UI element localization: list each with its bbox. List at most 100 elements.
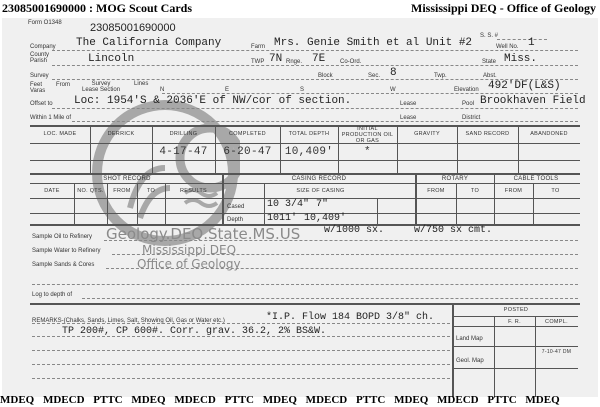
table1-cell: 10,409' xyxy=(284,146,334,158)
county-value: Lincoln xyxy=(88,53,135,65)
remarks-line-2: TP 200#, CP 600#. Corr. grav. 36.2, 2% B… xyxy=(62,326,327,337)
pool-value: Brookhaven Field xyxy=(480,95,586,107)
table1-header: INITIAL PRODUCTION OIL OR GAS xyxy=(341,126,394,144)
sample-oil-label: Sample Oil to Refinery xyxy=(32,234,93,240)
posted-compl: COMPL. xyxy=(545,319,568,325)
shot-record-header: DATE xyxy=(44,188,60,194)
watermark-line-2: Office of Geology xyxy=(137,257,241,271)
county-label-2: Parish xyxy=(30,58,48,64)
cased-size-1: 10 3/4" xyxy=(267,199,310,210)
cable-from: FROM xyxy=(504,188,523,194)
remarks-line-1: *I.P. Flow 184 BOPD 3/8" ch. xyxy=(266,312,435,323)
abst-label: Abst. xyxy=(483,73,497,79)
watermark-line-1: Mississippi DEQ xyxy=(142,243,237,257)
card-number: 23085001690000 xyxy=(90,22,176,34)
cement-value: w/1000 sx. w/750 sx cmt. xyxy=(324,225,493,236)
cased-size-2: 7" xyxy=(316,199,329,210)
twp-label: TWP xyxy=(251,59,265,65)
sec-label: Sec. xyxy=(368,73,381,79)
block-label: Block xyxy=(318,73,333,79)
cased-label: Cased xyxy=(227,204,245,210)
elevation-value: 492'DF(L&S) xyxy=(488,80,561,92)
county-label-1: County xyxy=(30,52,50,58)
casing-depth-2: 10,409' xyxy=(304,213,347,224)
company-value: The California Company xyxy=(76,37,222,49)
table1-header: GRAVITY xyxy=(414,131,440,137)
posted-title: POSTED xyxy=(503,307,529,313)
table1-header: DRILLING xyxy=(169,131,198,137)
table1-header: LOC. MADE xyxy=(43,131,77,137)
remarks-label: REMARKS-(Chalks, Sands, Limes, Salt, Sho… xyxy=(32,318,225,324)
table1-header: ABANDONED xyxy=(530,131,568,137)
size-of-casing-label: SIZE OF CASING xyxy=(296,188,345,194)
shot-record-header: NO. QTS. xyxy=(77,188,104,194)
posted-fr: F. R. xyxy=(508,319,521,325)
feet-label-2: Varas xyxy=(30,88,46,94)
feet-label-1: Feet xyxy=(30,82,43,88)
twp-value: 7N xyxy=(269,53,283,65)
ss-label: S. S. # xyxy=(480,33,499,39)
survey-sub-label: Survey xyxy=(91,81,111,87)
offset-value: Loc: 1954'S & 2036'E of NW/cor of sectio… xyxy=(74,95,352,107)
rotary-to: TO xyxy=(470,188,480,194)
state-label: State xyxy=(482,59,497,65)
sec-value: 8 xyxy=(390,67,397,79)
scout-card: Form O1348 23085001690000 S. S. # Compan… xyxy=(2,18,598,397)
table1-header: SAND RECORD xyxy=(465,131,510,137)
shot-record-header: FROM xyxy=(113,188,131,194)
from-label: From xyxy=(56,82,70,88)
table1-header: DERRICK xyxy=(107,131,135,137)
e-label: E xyxy=(225,87,230,93)
table1-cell: 6-20-47 xyxy=(223,146,272,158)
elevation-label: Elevation xyxy=(454,87,479,93)
county-label: County Parish xyxy=(30,52,49,64)
casing-depth-1: 1011' xyxy=(267,213,298,224)
state-value: Miss. xyxy=(504,53,538,65)
cable-to: TO xyxy=(551,188,560,194)
form-number: Form O1348 xyxy=(28,20,62,26)
n-label: N xyxy=(160,87,165,93)
well-no-label: Well No. xyxy=(496,44,519,50)
shot-record-header: TO xyxy=(146,188,156,194)
well-no-value: 1 xyxy=(528,37,535,49)
w-label: W xyxy=(390,87,396,93)
rotary-from: FROM xyxy=(427,188,445,194)
rnge-value: 7E xyxy=(312,53,326,65)
lines-label: Lines xyxy=(134,81,149,87)
geol-map-label: Geol. Map xyxy=(456,358,484,364)
log-depth-label: Log to depth of xyxy=(32,292,73,298)
table1-header: TOTAL DEPTH xyxy=(288,131,330,137)
table1-cell: 4-17-47 xyxy=(159,146,208,158)
company-label: Company xyxy=(30,44,56,50)
casing-record-title: CASING RECORD xyxy=(291,176,347,182)
lease-label-2: Lease xyxy=(400,115,417,121)
survey-label: Survey xyxy=(30,73,49,79)
geol-map-compl: 7-10-47 DM xyxy=(541,349,572,355)
farm-value: Mrs. Genie Smith et al Unit #2 xyxy=(274,37,473,49)
rotary-title: ROTARY xyxy=(441,176,469,182)
agency-title: Mississippi DEQ - Office of Geology xyxy=(411,1,596,15)
shot-record-title: SHOT RECORD xyxy=(103,176,151,182)
depth-label: Depth xyxy=(227,217,244,223)
twp2-label: Twp. xyxy=(434,73,447,79)
feet-label: Feet Varas xyxy=(30,82,45,94)
rnge-label: Rnge. xyxy=(286,59,303,65)
table1-cell: * xyxy=(364,146,371,158)
coord-label: Co-Ord. xyxy=(340,59,362,65)
page-title: 23085001690000 : MOG Scout Cards xyxy=(2,1,192,15)
land-map-label: Land Map xyxy=(456,336,483,342)
s-label: S xyxy=(300,87,305,93)
sample-sands-label: Sample Sands & Cores xyxy=(32,262,95,268)
lease-section-label: Lease Section xyxy=(82,87,121,93)
district-label: District xyxy=(462,115,481,121)
sample-water-label: Sample Water to Refinery xyxy=(32,248,101,254)
offset-label: Offset to xyxy=(30,101,53,107)
within-label: Within 1 Mile of xyxy=(30,115,72,121)
cable-tools-title: CABLE TOOLS xyxy=(513,176,559,182)
shot-record-header: RESULTS xyxy=(179,188,208,194)
survey-lines-label: Survey Lease Section xyxy=(82,81,120,93)
watermark-url: Geology.DEQ.State.MS.US xyxy=(106,225,301,243)
pool-label: Pool xyxy=(462,101,475,107)
lease-label: Lease xyxy=(400,101,417,107)
footer-strip: MDEQ MDECD PTTC MDEQ MDECD PTTC MDEQ MDE… xyxy=(0,394,560,406)
